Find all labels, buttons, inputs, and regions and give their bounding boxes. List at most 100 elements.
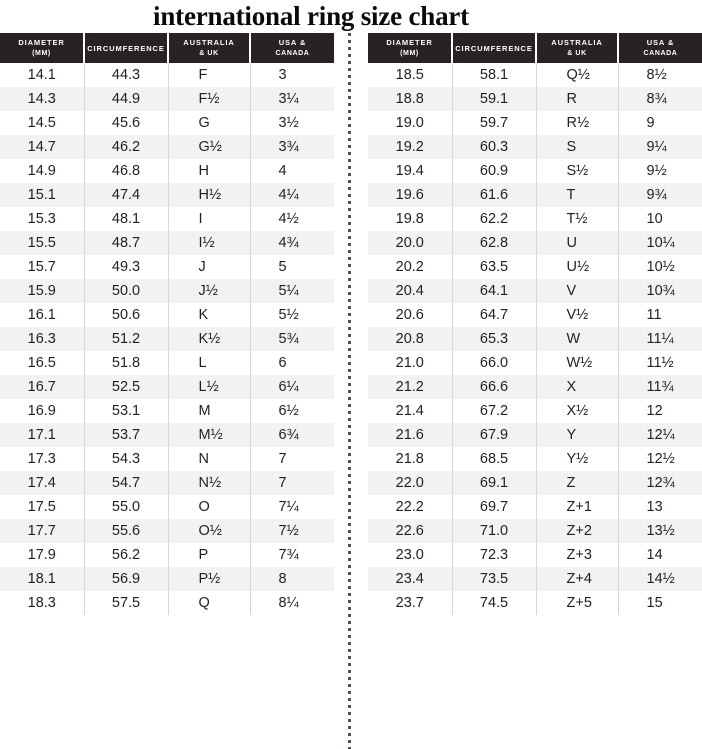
cell-usa-canada: 10½	[617, 255, 702, 279]
cell-australia-uk: N½	[167, 471, 250, 495]
cell-circumference: 68.5	[451, 447, 536, 471]
cell-circumference: 49.3	[83, 255, 168, 279]
cell-diameter: 22.6	[395, 523, 424, 539]
cell-usa-canada: 7¾	[249, 543, 334, 567]
cell-usa-canada: 10	[617, 207, 702, 231]
cell-usa-canada: 6½	[249, 399, 334, 423]
table-row: 14.5 45.6 G 3½	[0, 111, 334, 135]
table-header: DIAMETER (mm) CIRCUMFERENCE AUSTRALIA & UK…	[368, 33, 702, 63]
cell-usa-canada: 11½	[617, 351, 702, 375]
cell-australia-uk: G	[167, 111, 250, 135]
cell-circumference: 72.3	[451, 543, 536, 567]
cell-australia-uk: Q	[167, 591, 250, 615]
cell-australia-uk: T½	[535, 207, 618, 231]
cell-diameter: 14.9	[27, 163, 56, 179]
table-row: 19.6 61.6 T 9¾	[368, 183, 702, 207]
table-row: 20.8 65.3 W 11¼	[368, 327, 702, 351]
table-row: 20.6 64.7 V½ 11	[368, 303, 702, 327]
table-row: 15.9 50.0 J½ 5¼	[0, 279, 334, 303]
cell-diameter: 15.3	[27, 211, 56, 227]
cell-usa-canada: 3¼	[249, 87, 334, 111]
cell-circumference: 66.6	[451, 375, 536, 399]
column-header-australia-label: AUSTRALIA	[183, 38, 235, 47]
cell-circumference: 73.5	[451, 567, 536, 591]
table-row: 20.0 62.8 U 10¼	[368, 231, 702, 255]
cell-diameter: 15.9	[27, 283, 56, 299]
cell-australia-uk: Z+3	[535, 543, 618, 567]
cell-diameter: 14.5	[27, 115, 56, 131]
ring-size-table-left: DIAMETER (mm) CIRCUMFERENCE AUSTRALIA & UK…	[0, 33, 334, 615]
cell-usa-canada: 9¾	[617, 183, 702, 207]
table-row: 15.3 48.1 I 4½	[0, 207, 334, 231]
cell-circumference: 63.5	[451, 255, 536, 279]
table-row: 23.0 72.3 Z+3 14	[368, 543, 702, 567]
cell-circumference: 74.5	[451, 591, 536, 615]
size-table: DIAMETER (mm) CIRCUMFERENCE AUSTRALIA & UK…	[0, 33, 334, 615]
cell-diameter: 17.3	[27, 451, 56, 467]
cell-usa-canada: 9½	[617, 159, 702, 183]
cell-circumference: 56.2	[83, 543, 168, 567]
cell-australia-uk: V	[535, 279, 618, 303]
cell-australia-uk: X	[535, 375, 618, 399]
cell-australia-uk: R½	[535, 111, 618, 135]
table-row: 16.5 51.8 L 6	[0, 351, 334, 375]
cell-diameter: 19.4	[395, 163, 424, 179]
cell-usa-canada: 13	[617, 495, 702, 519]
cell-circumference: 67.2	[451, 399, 536, 423]
table-row: 15.5 48.7 I½ 4¾	[0, 231, 334, 255]
cell-circumference: 59.1	[451, 87, 536, 111]
column-header-uk-label: & UK	[567, 50, 587, 57]
table-row: 17.1 53.7 M½ 6¾	[0, 423, 334, 447]
table-row: 21.6 67.9 Y 12¼	[368, 423, 702, 447]
cell-australia-uk: S	[535, 135, 618, 159]
table-row: 15.7 49.3 J 5	[0, 255, 334, 279]
cell-usa-canada: 8½	[617, 63, 702, 87]
cell-australia-uk: T	[535, 183, 618, 207]
column-header-circumference-label: CIRCUMFERENCE	[87, 43, 165, 53]
cell-usa-canada: 9	[617, 111, 702, 135]
page-title: international ring size chart	[153, 1, 469, 31]
column-header-australia-uk: AUSTRALIA & UK	[535, 33, 619, 63]
cell-australia-uk: W	[535, 327, 618, 351]
cell-australia-uk: R	[535, 87, 618, 111]
cell-australia-uk: P	[167, 543, 250, 567]
column-header-usa-canada: USA & CANADA	[249, 33, 334, 63]
cell-australia-uk: V½	[535, 303, 618, 327]
cell-circumference: 48.1	[83, 207, 168, 231]
cell-australia-uk: U	[535, 231, 618, 255]
table-row: 14.1 44.3 F 3	[0, 63, 334, 87]
cell-diameter: 23.7	[395, 595, 424, 611]
cell-diameter: 14.3	[27, 91, 56, 107]
table-body-left: 14.1 44.3 F 3 14.3 44.9 F½ 3¼ 14.5 45.6 G 3½ 14.7 46.…	[0, 63, 334, 615]
cell-australia-uk: S½	[535, 159, 618, 183]
table-row: 23.7 74.5 Z+5 15	[368, 591, 702, 615]
table-row: 19.0 59.7 R½ 9	[368, 111, 702, 135]
cell-diameter: 14.7	[27, 139, 56, 155]
cell-usa-canada: 12¾	[617, 471, 702, 495]
cell-usa-canada: 8¾	[617, 87, 702, 111]
cell-circumference: 58.1	[451, 63, 536, 87]
cell-circumference: 46.2	[83, 135, 168, 159]
cell-australia-uk: G½	[167, 135, 250, 159]
cell-diameter: 15.5	[27, 235, 56, 251]
cell-diameter: 22.0	[395, 475, 424, 491]
column-header-circumference: CIRCUMFERENCE	[451, 33, 537, 63]
table-row: 17.9 56.2 P 7¾	[0, 543, 334, 567]
cell-diameter: 19.2	[395, 139, 424, 155]
table-row: 23.4 73.5 Z+4 14½	[368, 567, 702, 591]
cell-australia-uk: I½	[167, 231, 250, 255]
cell-circumference: 64.7	[451, 303, 536, 327]
table-row: 16.9 53.1 M 6½	[0, 399, 334, 423]
table-row: 22.2 69.7 Z+1 13	[368, 495, 702, 519]
cell-circumference: 54.7	[83, 471, 168, 495]
cell-circumference: 52.5	[83, 375, 168, 399]
cell-circumference: 50.0	[83, 279, 168, 303]
cell-usa-canada: 10¾	[617, 279, 702, 303]
cell-circumference: 55.6	[83, 519, 168, 543]
cell-circumference: 55.0	[83, 495, 168, 519]
cell-circumference: 47.4	[83, 183, 168, 207]
column-header-canada-label: CANADA	[275, 50, 310, 57]
header-row: DIAMETER (mm) CIRCUMFERENCE AUSTRALIA & UK…	[0, 33, 334, 63]
column-header-circumference-label: CIRCUMFERENCE	[455, 43, 533, 53]
cell-usa-canada: 13½	[617, 519, 702, 543]
